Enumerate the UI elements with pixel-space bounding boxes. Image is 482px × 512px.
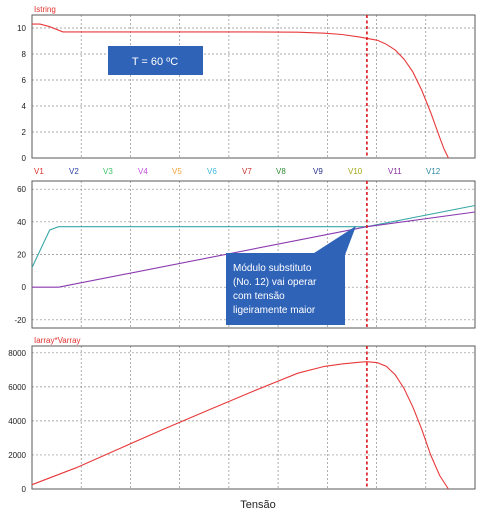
- power-y-tick-label: 4000: [8, 417, 26, 426]
- legend-item-v3: V3: [103, 167, 113, 176]
- power-y-tick-label: 6000: [8, 383, 26, 392]
- istring-plot-frame: [31, 14, 476, 159]
- legend-item-v8: V8: [276, 167, 286, 176]
- power-series-line-1: [31, 361, 449, 490]
- legend-item-v9: V9: [313, 167, 323, 176]
- legend-item-v6: V6: [207, 167, 217, 176]
- power-plot-frame: [31, 345, 476, 490]
- module-voltage-series-line-2: [32, 211, 476, 288]
- module-voltage-panel: -20 0 20 40 60 Módulo substituto (No. 12) vai…: [14, 180, 476, 329]
- x-axis-label: Tensão: [240, 499, 275, 511]
- temperature-callout-box: [108, 46, 203, 75]
- legend-item-v2: V2: [69, 167, 79, 176]
- istring-title: Istring: [34, 5, 56, 14]
- module-voltage-series-line-1: [31, 204, 476, 268]
- module-voltage-y-tick-label: 0: [22, 283, 27, 292]
- temperature-callout-text: T = 60 ºC: [132, 56, 178, 68]
- voltage-legend: V1 V2 V3 V4 V5 V6 V7 V8 V9 V10 V11 V12: [34, 167, 441, 176]
- power-y-tick-label: 2000: [8, 451, 26, 460]
- temperature-callout: T = 60 ºC: [108, 46, 203, 75]
- callout-line: (No. 12) vai operar: [233, 277, 317, 288]
- legend-item-v11: V11: [388, 167, 402, 176]
- power-panel: Iarray*Varray 0 2000 4000 6000 8000: [8, 336, 476, 494]
- power-title: Iarray*Varray: [34, 336, 81, 345]
- substitute-module-callout-box: [226, 253, 345, 325]
- module-voltage-plot-frame: [31, 180, 476, 329]
- legend-item-v12: V12: [426, 167, 441, 176]
- legend-item-v5: V5: [172, 167, 182, 176]
- substitute-module-callout-pointer: [311, 226, 356, 255]
- legend-item-v10: V10: [348, 167, 363, 176]
- substitute-module-callout: Módulo substituto (No. 12) vai operar com …: [226, 226, 356, 325]
- istring-y-tick-label: 2: [22, 128, 27, 137]
- module-voltage-y-tick-label: 20: [17, 251, 26, 260]
- istring-y-tick-label: 10: [17, 24, 26, 33]
- module-voltage-y-tick-label: 60: [17, 185, 26, 194]
- istring-y-tick-label: 8: [22, 50, 27, 59]
- module-voltage-y-tick-label: 40: [17, 218, 26, 227]
- callout-line: Módulo substituto: [233, 263, 312, 274]
- power-y-tick-label: 0: [22, 485, 27, 494]
- module-voltage-y-tick-label: -20: [14, 316, 26, 325]
- legend-item-v4: V4: [138, 167, 148, 176]
- callout-line: ligeiramente maior: [233, 305, 316, 316]
- substitute-module-callout-text: Módulo substituto (No. 12) vai operar com …: [233, 263, 317, 316]
- callout-line: com tensão: [233, 291, 285, 302]
- istring-y-tick-label: 6: [22, 76, 27, 85]
- legend-item-v7: V7: [242, 167, 252, 176]
- power-y-tick-label: 8000: [8, 349, 26, 358]
- istring-series-line-1: [32, 23, 449, 159]
- istring-panel: Istring 0 2 4 6 8 10 T = 60 ºC: [17, 5, 476, 163]
- istring-y-tick-label: 0: [22, 154, 27, 163]
- istring-y-tick-label: 4: [22, 102, 27, 111]
- legend-item-v1: V1: [34, 167, 44, 176]
